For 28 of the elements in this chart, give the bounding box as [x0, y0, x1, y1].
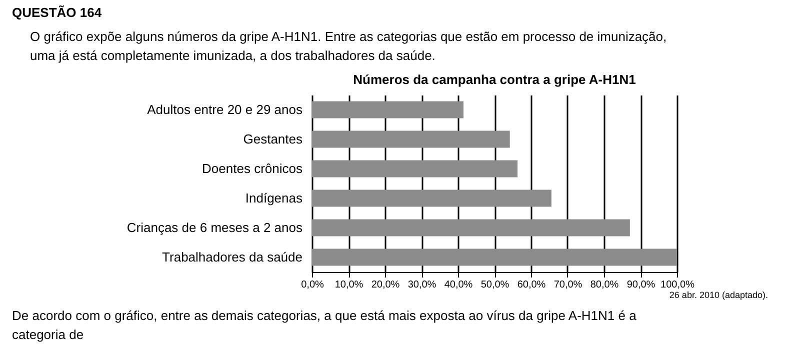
bar: [312, 248, 677, 266]
text: 26 abr. 2010 (adaptado).: [669, 290, 768, 300]
x-tick-label: 0,0%: [301, 280, 324, 290]
x-tick-label: 80,0%: [590, 280, 619, 290]
bar: [312, 219, 630, 236]
chart-title: Números da campanha contra a gripe A-H1N1: [353, 72, 636, 87]
text: QUESTÃO 164: [12, 5, 102, 20]
y-tick-label: Crianças de 6 meses a 2 anos: [126, 220, 303, 235]
bar: [312, 190, 552, 207]
bar: [312, 101, 464, 118]
x-tick-label: 20,0%: [371, 280, 400, 290]
y-tick-label: Adultos entre 20 e 29 anos: [147, 102, 303, 117]
bar: [312, 130, 510, 148]
x-tick-label: 100,0%: [660, 280, 695, 290]
y-tick-label: Gestantes: [243, 131, 303, 146]
y-tick-label: Trabalhadores da saúde: [162, 249, 302, 264]
x-tick-label: 40,0%: [444, 280, 473, 290]
bar: [312, 160, 518, 178]
x-tick-label: 90,0%: [626, 280, 656, 290]
x-tick-label: 50,0%: [480, 280, 510, 290]
x-tick-label: 30,0%: [408, 280, 436, 290]
y-tick-label: Indígenas: [245, 190, 303, 206]
x-tick-label: 10,0%: [334, 280, 364, 290]
text: O gráfico expõe alguns números da gripe A-H1N1. Entre as categorias que estão em processo de imunização, uma já está completamente imunizada, a dos trabalhadores da saúde.: [30, 29, 667, 63]
text: De acordo com o gráfico, entre as demais categorias, a que está mais exposta ao vírus da gripe A-H1N1 é a categoria de: [12, 308, 638, 342]
x-tick-label: 60,0%: [517, 280, 546, 290]
y-tick-label: Doentes crônicos: [202, 160, 303, 176]
x-tick-label: 70,0%: [554, 280, 582, 290]
